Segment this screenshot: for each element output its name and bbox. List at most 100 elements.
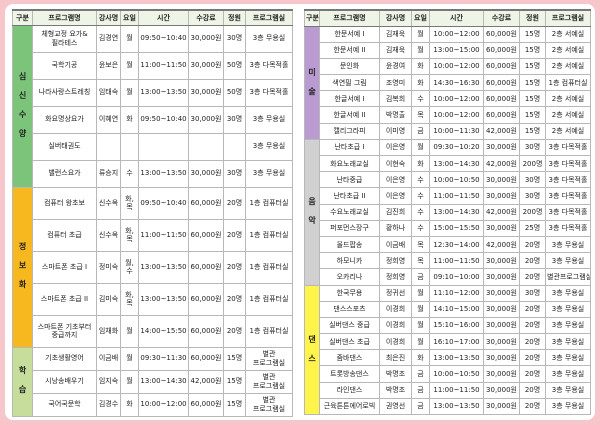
program-row: 한글서예 II 박명출 목 10:00~12:00 60,000원 15명 2층 서예실 [305, 106, 591, 124]
cell: 30,000원 [483, 138, 520, 157]
cell: 20명 [223, 186, 246, 220]
cell: 15명 [519, 74, 546, 92]
empty-cell [188, 132, 224, 161]
cell: 월,수 [120, 250, 139, 284]
program-row: 수요노래교실 김진희 수 13:00~14:30 42,000원 200명 3층 다목적홀 [305, 203, 591, 221]
cell: 20명 [519, 397, 546, 416]
cell: 월 [120, 369, 139, 394]
cell: 박명조 [379, 365, 412, 383]
group-name: 학 습 [18, 366, 28, 395]
cell: 3층 무용실 [545, 284, 591, 302]
cell: 난타초급 I [319, 138, 380, 157]
cell: 3층 무용실 [545, 381, 591, 399]
group-label: 음 악 [304, 138, 320, 286]
cell: 수 [411, 187, 430, 205]
cell: 14:30~16:30 [429, 74, 484, 92]
cell: 3층 다목적홀 [245, 51, 293, 80]
cell: 30,000원 [188, 51, 224, 80]
cell: 13:00~13:50 [429, 349, 484, 367]
cell: 30,000원 [483, 219, 520, 237]
cell: 60,000원 [483, 41, 520, 59]
cell: 댄스스포츠 [319, 300, 380, 318]
cell: 국학기공 [32, 51, 97, 80]
cell: 1층 컴퓨터실 [245, 186, 293, 220]
cell: 수 [411, 203, 430, 221]
cell: 국어국문학 [32, 392, 97, 417]
cell: 30명 [519, 284, 546, 302]
cell: 2층 서예실 [545, 41, 591, 59]
cell: 월 [411, 41, 430, 59]
cell: 이현숙 [379, 154, 412, 173]
cell: 2층 서예실 [545, 106, 591, 124]
cell: 수 [120, 159, 139, 188]
cell: 화요명상요가 [32, 105, 97, 134]
cell: 20명 [519, 333, 546, 351]
cell: 이은영 [379, 138, 412, 157]
cell: 10:00~10:50 [429, 171, 484, 189]
cell: 3층 무용실 [545, 235, 591, 254]
cell: 30,000원 [483, 333, 520, 351]
cell: 20명 [519, 252, 546, 270]
cell: 스마트폰 초급 II [32, 282, 97, 316]
cell: 15명 [519, 57, 546, 76]
cell: 3층 무용실 [245, 24, 293, 53]
program-row: 캘리그라피 이미영 금 10:00~11:30 42,000원 15명 2층 서예실 [305, 122, 591, 140]
program-row: 퍼포먼스장구 황하나 수 15:00~15:50 30,000원 25명 3층 다목적홀 [305, 219, 591, 237]
cell: 30명 [223, 105, 246, 134]
program-row: 스마트폰 기초부터 중급까지 임채화 월 14:00~15:50 60,000원 20명 1… [13, 314, 293, 348]
cell: 김재욱 [379, 25, 412, 43]
cell: 11:00~11:50 [138, 218, 189, 252]
program-row: 한글서예 I 김복희 수 10:00~12:00 60,000원 15명 2층 서예실 [305, 90, 591, 108]
cell: 1층 컴퓨터실 [245, 282, 293, 316]
program-row: 줌바댄스 최은진 화 13:00~13:50 30,000원 20명 3층 무용실 [305, 349, 591, 367]
cell: 별관 프로그램실 [245, 392, 293, 417]
cell: 60,000원 [483, 57, 520, 76]
cell: 기초생활영어 [32, 346, 97, 371]
group-name: 정 보 화 [18, 242, 28, 290]
cell: 09:50~10:40 [138, 186, 189, 220]
cell: 20명 [223, 282, 246, 316]
column-header: 프로그램명 [319, 9, 380, 27]
cell: 류승지 [96, 159, 121, 188]
cell: 1층 컴퓨터실 [245, 314, 293, 348]
cell: 임태숙 [96, 78, 121, 107]
cell: 밸런스요가 [32, 159, 97, 188]
program-row: 심 신 수 양 체형교정 요가& 필라테스 김경연 월 09:50~10:40 30,00… [12, 24, 293, 188]
cell: 200명 [519, 154, 546, 173]
cell: 10:00~12:00 [429, 57, 484, 76]
cell: 수요노래교실 [319, 203, 380, 221]
cell: 김경수 [96, 392, 121, 417]
cell: 60,000원 [483, 74, 520, 92]
empty-cell [223, 132, 246, 161]
cell: 근육튼튼에어로빅 [319, 397, 380, 416]
cell: 13:00~13:50 [429, 397, 484, 416]
cell: 김경연 [96, 24, 121, 53]
program-row: 트롯방송댄스 박명조 금 10:00~10:50 30,000원 20명 3층 무용실 [305, 365, 591, 383]
cell: 윤보은 [96, 51, 121, 80]
cell: 15명 [519, 106, 546, 124]
cell: 라인댄스 [319, 381, 380, 399]
cell: 한국무용 [319, 284, 380, 302]
cell: 화 [120, 392, 139, 417]
cell: 30명 [519, 138, 546, 157]
cell: 3층 다목적홀 [545, 171, 591, 189]
cell: 정희영 [379, 252, 412, 270]
cell: 화 [120, 105, 139, 134]
cell: 임지숙 [96, 369, 121, 394]
cell: 30,000원 [188, 159, 224, 188]
cell: 20명 [519, 349, 546, 367]
cell: 김진희 [379, 203, 412, 221]
cell: 30,000원 [188, 78, 224, 107]
cell: 3층 무용실 [545, 365, 591, 383]
column-header: 수강료 [188, 9, 224, 26]
cell: 30,000원 [483, 300, 520, 318]
cell: 20명 [223, 314, 246, 348]
program-row: 실버태권도 3층 무용실 [13, 132, 293, 161]
cell: 30,000원 [483, 171, 520, 189]
cell: 이경희 [379, 300, 412, 318]
cell: 30명 [519, 171, 546, 189]
cell: 1층 컴퓨터실 [545, 74, 591, 92]
cell: 30명 [223, 24, 246, 53]
column-header: 시간 [138, 9, 189, 26]
